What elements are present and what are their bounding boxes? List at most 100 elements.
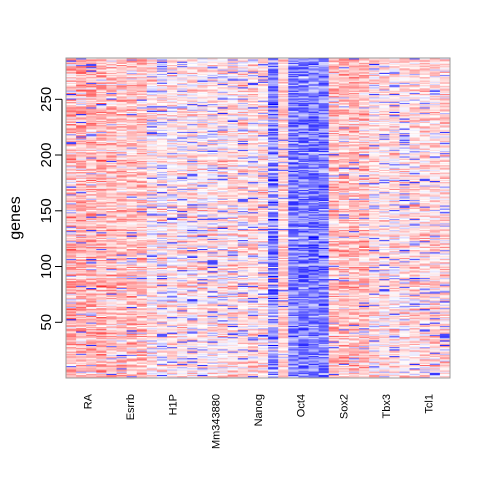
heatmap-cell [116, 345, 127, 348]
heatmap-cell [116, 263, 127, 265]
heatmap-cell [126, 244, 138, 246]
heatmap-cell [96, 182, 107, 185]
heatmap-cell [86, 367, 97, 370]
heatmap-cell [106, 167, 117, 169]
heatmap-cell [126, 371, 138, 373]
heatmap-cell [76, 197, 87, 199]
heatmap-cell [146, 229, 158, 232]
heatmap-cell [217, 152, 229, 155]
heatmap-cell [76, 346, 87, 349]
heatmap-cell [116, 218, 127, 221]
heatmap-cell [207, 220, 218, 223]
heatmap-cell [187, 303, 198, 305]
heatmap-cell [66, 274, 77, 276]
heatmap-cell [116, 122, 127, 125]
heatmap-cell [197, 104, 208, 107]
heatmap-cell [116, 241, 127, 244]
heatmap-cell [156, 235, 168, 237]
heatmap-cell [86, 362, 97, 364]
heatmap-cell [96, 64, 107, 67]
heatmap-cell [207, 74, 218, 77]
heatmap-cell [197, 182, 208, 185]
heatmap-cell [96, 335, 107, 338]
heatmap-cell [146, 124, 158, 127]
heatmap-cell [106, 248, 117, 251]
heatmap-cell [136, 183, 148, 186]
heatmap-cell [197, 126, 208, 128]
heatmap-cell [146, 289, 158, 292]
heatmap-cell [86, 330, 97, 332]
heatmap-cell [167, 318, 178, 321]
heatmap-cell [126, 143, 138, 146]
heatmap-cell [136, 182, 148, 185]
heatmap-cell [167, 306, 178, 309]
heatmap-cell [76, 65, 87, 68]
heatmap-cell [207, 151, 218, 154]
heatmap-cell [96, 363, 107, 365]
heatmap-cell [116, 115, 127, 118]
heatmap-cell [116, 274, 127, 276]
heatmap-cell [76, 110, 87, 112]
heatmap-cell [106, 82, 117, 84]
heatmap-cell [96, 282, 107, 284]
heatmap-cell [136, 278, 148, 281]
heatmap-cell [217, 65, 229, 68]
heatmap-cell [167, 295, 178, 297]
heatmap-cell [106, 59, 117, 61]
heatmap-cell [207, 219, 218, 222]
heatmap-cell [86, 240, 97, 243]
heatmap-cell [177, 318, 188, 321]
heatmap-cell [156, 94, 168, 97]
heatmap-cell [197, 307, 208, 310]
heatmap-cell [116, 169, 127, 171]
heatmap-cell [207, 126, 218, 128]
heatmap-cell [66, 82, 77, 84]
heatmap-cell [217, 340, 229, 342]
heatmap-cell [177, 181, 188, 184]
heatmap-cell [116, 90, 127, 92]
heatmap-cell [197, 338, 208, 341]
heatmap-cell [187, 353, 198, 355]
heatmap-cell [66, 181, 77, 184]
heatmap-cell [146, 111, 158, 113]
heatmap-cell [177, 286, 188, 289]
heatmap-cell [177, 133, 188, 136]
heatmap-cell [177, 241, 188, 244]
heatmap-cell [146, 375, 158, 378]
heatmap-cell [217, 325, 229, 328]
heatmap-cell [187, 187, 198, 189]
heatmap-cell [106, 282, 117, 284]
heatmap-cell [106, 163, 117, 166]
heatmap-cell [96, 328, 107, 331]
heatmap-cell [217, 221, 229, 224]
heatmap-cell [177, 298, 188, 301]
heatmap-cell [136, 81, 148, 83]
heatmap-cell [126, 69, 138, 71]
heatmap-cell [207, 83, 218, 86]
heatmap-cell [116, 146, 127, 148]
heatmap-cell [66, 148, 77, 150]
heatmap-cell [247, 362, 259, 364]
heatmap-cell [126, 180, 138, 183]
heatmap-cell [177, 149, 188, 151]
heatmap-cell [217, 343, 229, 345]
heatmap-cell [197, 210, 208, 213]
heatmap-cell [177, 321, 188, 323]
heatmap-cell [136, 224, 148, 226]
heatmap-cell [217, 216, 229, 218]
heatmap-cell [106, 349, 117, 351]
heatmap-cell [106, 61, 117, 63]
heatmap-cell [156, 124, 168, 127]
heatmap-cell [76, 258, 87, 261]
heatmap-cell [106, 162, 117, 165]
heatmap-cell [177, 69, 188, 71]
heatmap-cell [167, 183, 178, 186]
heatmap-cell [106, 212, 117, 215]
heatmap-cell [187, 278, 198, 281]
heatmap-cell [76, 265, 87, 267]
heatmap-cell [167, 362, 178, 364]
heatmap-cell [156, 252, 168, 254]
heatmap-cell [167, 229, 178, 232]
heatmap-cell [96, 81, 107, 83]
heatmap-cell [227, 373, 239, 375]
